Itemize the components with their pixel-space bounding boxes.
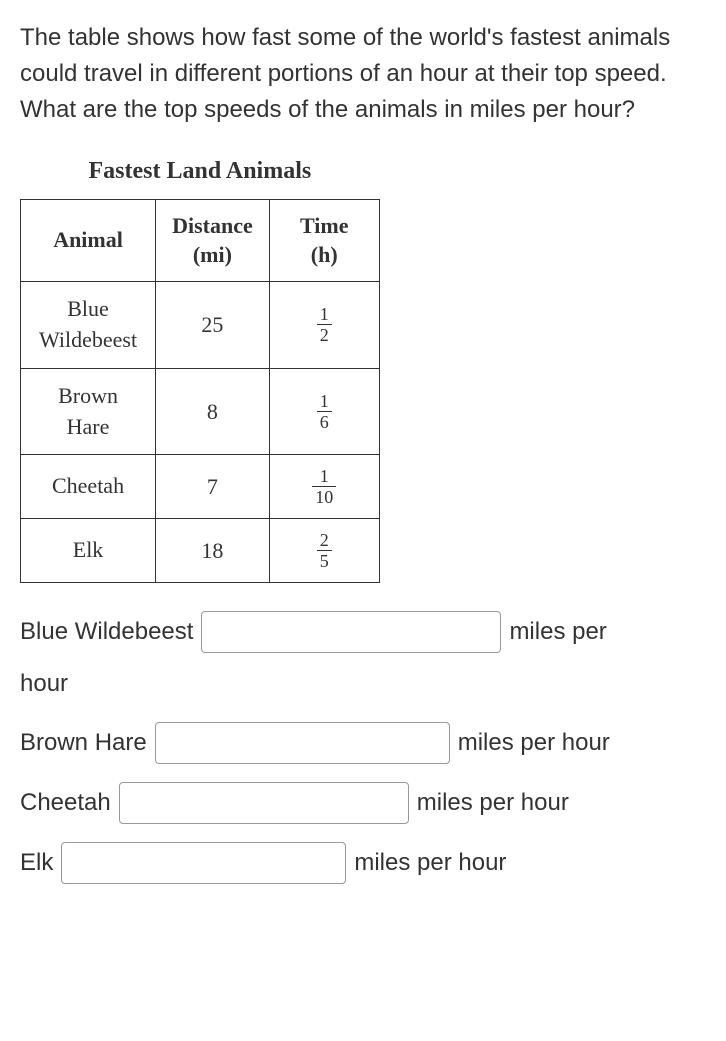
table-row: Elk 18 25 xyxy=(21,519,380,583)
time-value: 16 xyxy=(269,368,379,455)
answer-row-blue-wildebeest: Blue Wildebeest miles per xyxy=(20,611,706,653)
animal-name: Elk xyxy=(21,519,156,583)
animal-name: Blue Wildebeest xyxy=(21,282,156,369)
answer-label: Blue Wildebeest xyxy=(20,613,193,651)
table-title: Fastest Land Animals xyxy=(21,144,380,200)
animal-name: Brown Hare xyxy=(21,368,156,455)
answer-unit: miles per hour xyxy=(458,724,610,762)
question-text: The table shows how fast some of the wor… xyxy=(20,20,706,128)
col-header-time: Time (h) xyxy=(269,200,379,282)
answer-input-blue-wildebeest[interactable] xyxy=(201,611,501,653)
distance-value: 8 xyxy=(156,368,270,455)
answer-label: Elk xyxy=(20,844,53,882)
table-row: Blue Wildebeest 25 12 xyxy=(21,282,380,369)
time-value: 110 xyxy=(269,455,379,519)
answer-label: Brown Hare xyxy=(20,724,147,762)
time-value: 12 xyxy=(269,282,379,369)
col-header-animal: Animal xyxy=(21,200,156,282)
time-value: 25 xyxy=(269,519,379,583)
answer-unit: miles per hour xyxy=(417,784,569,822)
answer-unit: miles per hour xyxy=(354,844,506,882)
distance-value: 25 xyxy=(156,282,270,369)
answer-input-brown-hare[interactable] xyxy=(155,722,450,764)
animal-name: Cheetah xyxy=(21,455,156,519)
table-row: Brown Hare 8 16 xyxy=(21,368,380,455)
answer-row-elk: Elk miles per hour xyxy=(20,842,706,884)
fastest-animals-table: Fastest Land Animals Animal Distance (mi… xyxy=(20,144,380,583)
answer-input-elk[interactable] xyxy=(61,842,346,884)
answer-unit-cont: hour xyxy=(20,665,68,703)
answer-label: Cheetah xyxy=(20,784,111,822)
table-row: Cheetah 7 110 xyxy=(21,455,380,519)
answer-unit: miles per xyxy=(509,613,606,651)
answer-row-brown-hare: Brown Hare miles per hour xyxy=(20,722,706,764)
answer-row-cheetah: Cheetah miles per hour xyxy=(20,782,706,824)
answer-row-blue-wildebeest-cont: hour xyxy=(20,665,706,703)
distance-value: 18 xyxy=(156,519,270,583)
answer-input-cheetah[interactable] xyxy=(119,782,409,824)
distance-value: 7 xyxy=(156,455,270,519)
col-header-distance: Distance (mi) xyxy=(156,200,270,282)
